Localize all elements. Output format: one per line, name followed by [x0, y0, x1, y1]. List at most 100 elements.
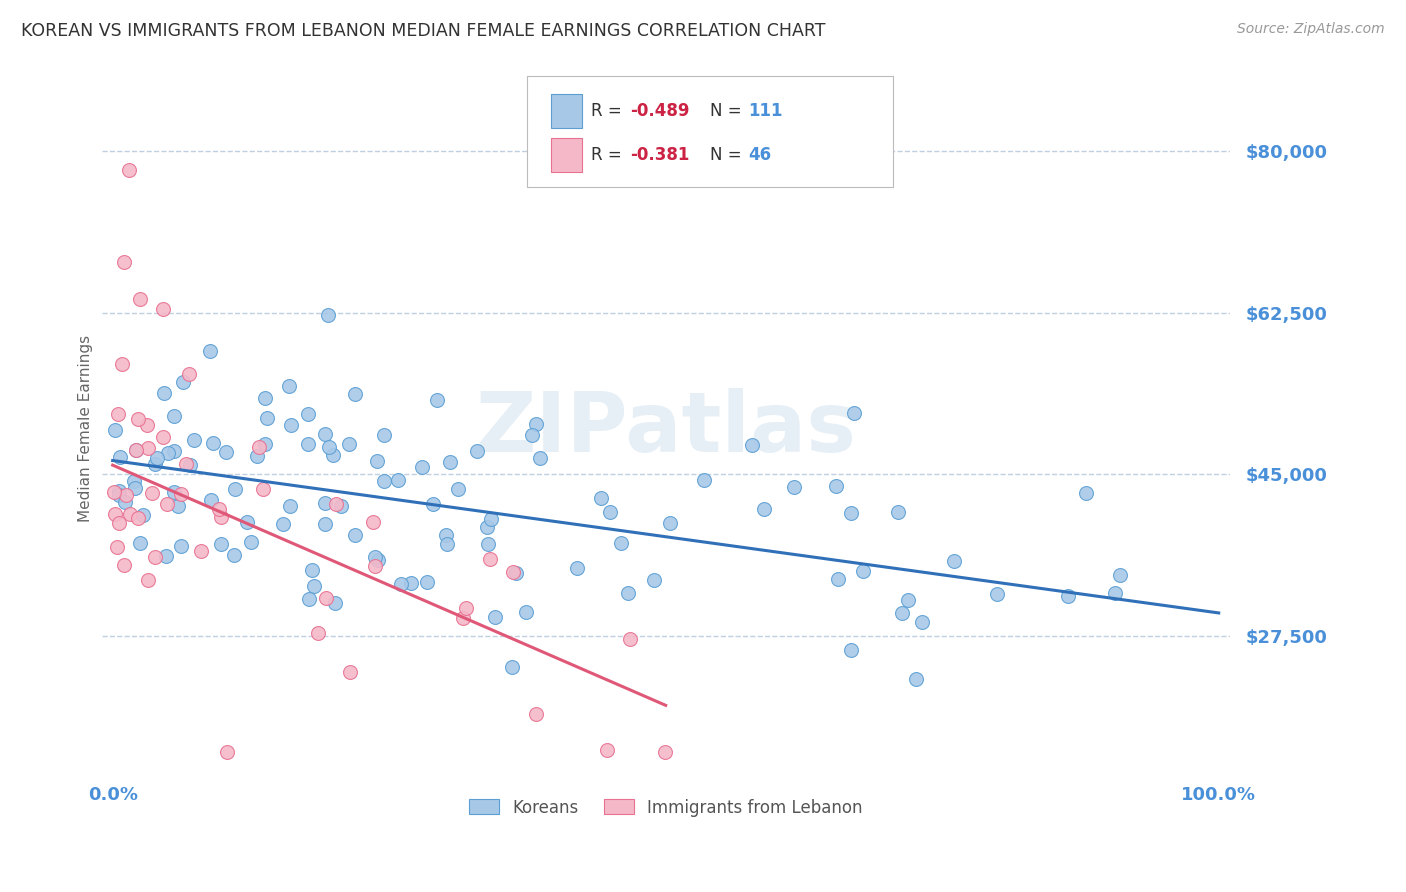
Point: [1104, 586, 1126, 600]
Point: [103, 485, 125, 500]
Legend: Koreans, Immigrants from Lebanon: Koreans, Immigrants from Lebanon: [463, 792, 869, 823]
Point: [501, 660, 523, 674]
Point: [609, 535, 631, 549]
Text: 111: 111: [748, 102, 783, 120]
Point: [152, 385, 174, 400]
Point: [389, 577, 412, 591]
Point: [104, 423, 127, 437]
Point: [520, 428, 543, 442]
Point: [163, 444, 186, 458]
Point: [643, 573, 665, 587]
Point: [515, 605, 537, 619]
Point: [143, 457, 166, 471]
Point: [364, 558, 387, 573]
Point: [157, 446, 180, 460]
Point: [599, 505, 621, 519]
Point: [314, 517, 336, 532]
Point: [589, 491, 612, 505]
Point: [366, 454, 388, 468]
Text: ZIPatlas: ZIPatlas: [475, 388, 856, 468]
Point: [127, 412, 149, 426]
Point: [434, 528, 457, 542]
Point: [170, 539, 193, 553]
Point: [436, 537, 458, 551]
Point: [387, 473, 409, 487]
Point: [1076, 486, 1098, 500]
Point: [339, 665, 361, 679]
Point: [152, 430, 174, 444]
Point: [307, 625, 329, 640]
Text: R =: R =: [591, 102, 627, 120]
Point: [217, 745, 239, 759]
Point: [141, 486, 163, 500]
Point: [1108, 567, 1130, 582]
Point: [344, 387, 367, 401]
Point: [179, 458, 201, 472]
Point: [411, 460, 433, 475]
Point: [986, 587, 1008, 601]
Point: [271, 516, 294, 531]
Point: [115, 488, 138, 502]
Point: [887, 504, 910, 518]
Point: [297, 437, 319, 451]
Point: [897, 593, 920, 607]
Point: [170, 486, 193, 500]
Point: [416, 575, 439, 590]
Text: -0.489: -0.489: [630, 102, 689, 120]
Point: [316, 308, 339, 322]
Point: [224, 482, 246, 496]
Point: [136, 417, 159, 432]
Point: [209, 509, 232, 524]
Point: [373, 427, 395, 442]
Point: [658, 516, 681, 530]
Point: [107, 540, 129, 554]
Y-axis label: Median Female Earnings: Median Female Earnings: [79, 334, 93, 522]
Point: [108, 484, 131, 499]
Point: [891, 606, 914, 620]
Point: [484, 609, 506, 624]
Point: [330, 499, 353, 513]
Point: [125, 442, 148, 457]
Point: [451, 611, 474, 625]
Point: [297, 407, 319, 421]
Point: [253, 437, 276, 451]
Point: [155, 549, 177, 564]
Point: [373, 474, 395, 488]
Point: [107, 408, 129, 422]
Point: [124, 481, 146, 495]
Point: [502, 565, 524, 579]
Point: [839, 506, 862, 520]
Point: [129, 292, 152, 306]
Point: [152, 302, 174, 317]
Point: [132, 508, 155, 522]
Point: [693, 474, 716, 488]
Point: [104, 508, 127, 522]
Point: [565, 560, 588, 574]
Point: [146, 450, 169, 465]
Point: [325, 497, 347, 511]
Point: [108, 450, 131, 465]
Point: [447, 482, 470, 496]
Text: R =: R =: [591, 146, 627, 164]
Point: [596, 743, 619, 757]
Point: [1057, 590, 1080, 604]
Point: [163, 484, 186, 499]
Point: [118, 508, 141, 522]
Point: [183, 433, 205, 447]
Point: [477, 537, 499, 551]
Point: [200, 492, 222, 507]
Point: [422, 498, 444, 512]
Point: [318, 440, 340, 454]
Point: [127, 510, 149, 524]
Point: [253, 391, 276, 405]
Text: 46: 46: [748, 146, 770, 164]
Point: [783, 480, 806, 494]
Point: [479, 511, 502, 525]
Point: [505, 566, 527, 580]
Point: [322, 448, 344, 462]
Point: [222, 548, 245, 562]
Point: [162, 409, 184, 423]
Point: [524, 706, 547, 721]
Point: [209, 537, 232, 551]
Point: [315, 591, 337, 605]
